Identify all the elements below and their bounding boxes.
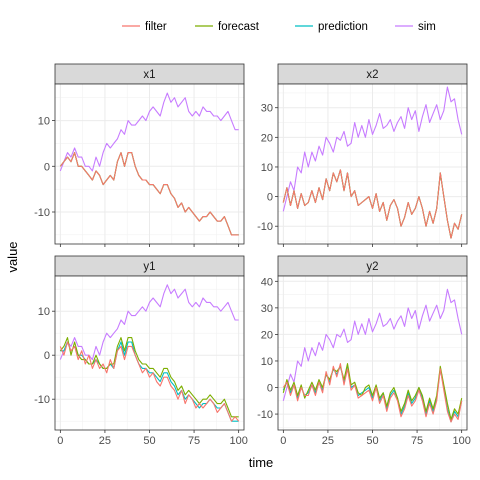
x-tick-label: 50 — [143, 435, 155, 447]
legend-label-prediction: prediction — [318, 21, 368, 33]
y-tick-label: 0 — [267, 192, 273, 204]
series-line-filter — [282, 169, 463, 239]
y-tick-label: 10 — [38, 306, 50, 318]
series-line-sim — [282, 288, 463, 401]
x-tick-label: 50 — [366, 435, 378, 447]
y-tick-label: 40 — [261, 276, 273, 288]
x-tick-label: 75 — [411, 435, 423, 447]
y-tick-label: -10 — [34, 394, 50, 406]
legend-label-sim: sim — [418, 21, 436, 33]
x-axis-title: time — [249, 455, 274, 470]
legend-item-prediction: prediction — [295, 21, 368, 33]
legend-label-forecast: forecast — [218, 21, 260, 33]
y-tick-label: 10 — [261, 356, 273, 368]
legend-item-sim: sim — [395, 21, 436, 33]
y-tick-label: -10 — [257, 409, 273, 421]
y-tick-label: -10 — [34, 207, 50, 219]
y-tick-label: 0 — [44, 350, 50, 362]
panel-x2: x2 -10 0 10 20 30 — [257, 63, 468, 247]
y-tick-label: -10 — [257, 221, 273, 233]
x-tick-label: 100 — [229, 435, 247, 447]
series-line-filter — [282, 363, 463, 423]
facet-strip-label: y1 — [143, 261, 155, 273]
series-line-forecast — [282, 363, 463, 420]
x-tick-label: 0 — [280, 435, 286, 447]
y-axis-title: value — [5, 241, 20, 272]
y-tick-label: 30 — [261, 303, 273, 315]
series-line-filter — [59, 341, 240, 422]
x-tick-label: 100 — [452, 435, 470, 447]
facet-strip-label: x1 — [143, 69, 155, 81]
x-tick-label: 0 — [57, 435, 63, 447]
series-line-sim — [282, 86, 463, 212]
series-line-filter — [59, 152, 239, 236]
legend-label-filter: filter — [145, 21, 167, 33]
y-tick-label: 0 — [44, 161, 50, 173]
y-tick-label: 10 — [38, 116, 50, 128]
y-tick-label: 20 — [261, 132, 273, 144]
facet-strip-label: x2 — [366, 69, 378, 81]
panel-y2: y2 -10 0 10 20 30 40 0 25 50 75 100 — [257, 255, 471, 447]
legend-item-filter: filter — [122, 21, 167, 33]
x-tick-label: 25 — [322, 435, 334, 447]
series-line-forecast — [59, 337, 239, 418]
y-tick-label: 30 — [261, 103, 273, 115]
legend-item-forecast: forecast — [195, 21, 260, 33]
facet-strip-label: y2 — [366, 261, 378, 273]
x-tick-label: 25 — [99, 435, 111, 447]
series-line-sim — [59, 92, 239, 172]
series-line-sim — [59, 284, 239, 361]
y-tick-label: 10 — [261, 162, 273, 174]
panel-x1: x1 -10 0 10 — [34, 63, 245, 247]
x-tick-label: 75 — [188, 435, 200, 447]
y-tick-label: 0 — [267, 383, 273, 395]
y-tick-label: 20 — [261, 329, 273, 341]
